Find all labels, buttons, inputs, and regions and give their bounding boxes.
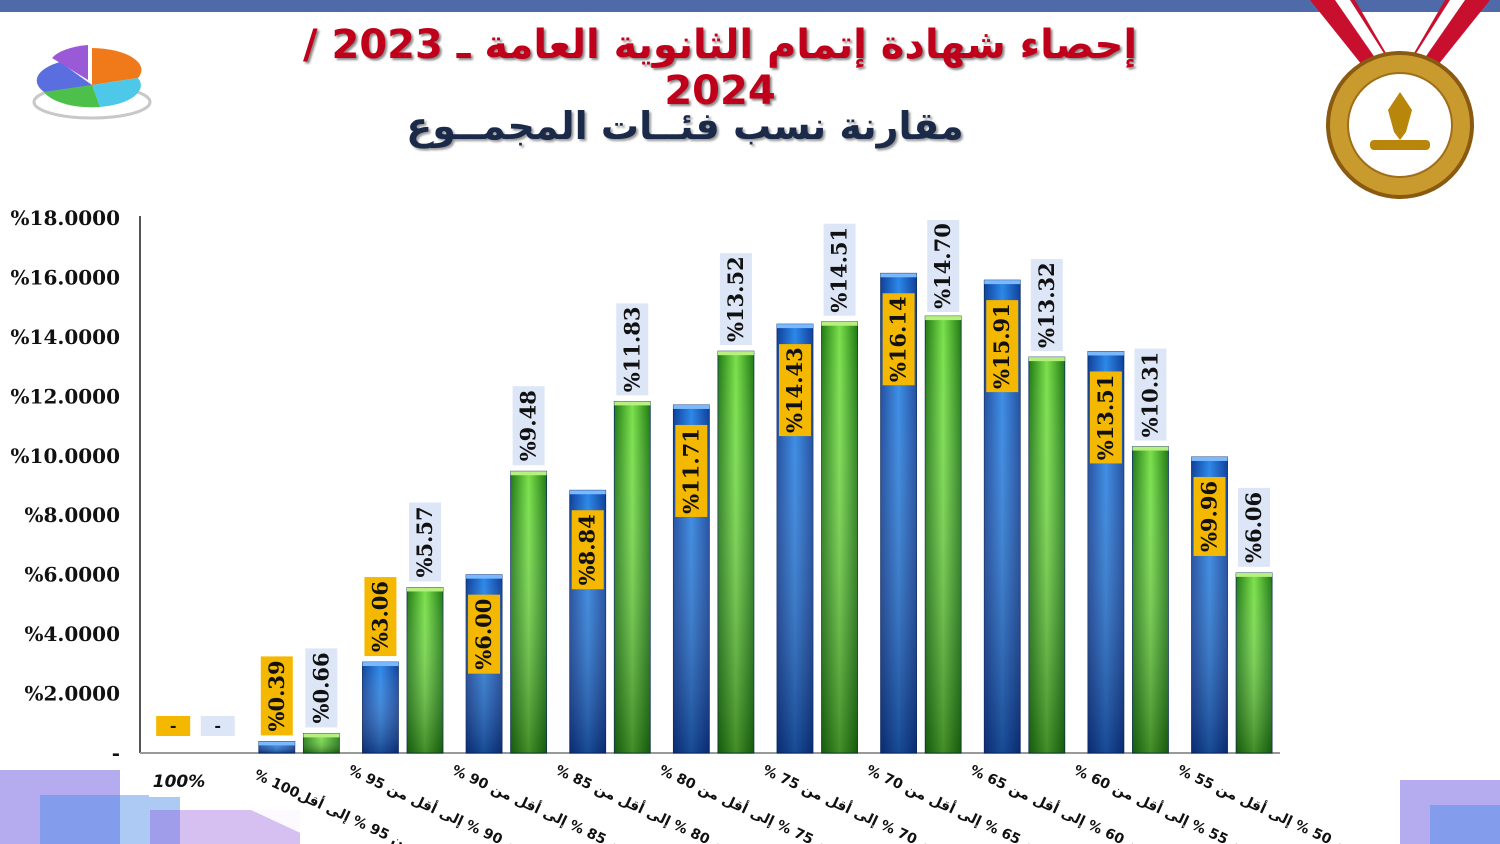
data-label-box bbox=[468, 594, 501, 674]
data-label-box bbox=[927, 220, 960, 312]
x-label-box bbox=[750, 757, 952, 844]
y-tick-label: %18.0000 bbox=[11, 206, 120, 230]
chart-subtitle: مقارنة نسب فئــات المجمــوع bbox=[406, 104, 964, 148]
bar-chart: %18.0000 %16.0000 %14.0000 %12.0000 %10.0000… bbox=[11, 206, 1367, 844]
y-tick-label: - bbox=[112, 741, 120, 765]
data-label: %13.51 bbox=[1093, 375, 1118, 461]
data-label-box bbox=[778, 344, 811, 437]
top-bar bbox=[0, 0, 1500, 12]
x-label-box bbox=[335, 757, 538, 844]
data-label-box bbox=[156, 716, 191, 736]
x-tick-label: 100% bbox=[153, 772, 206, 792]
decorative-background bbox=[0, 770, 300, 844]
bar-series-2 bbox=[1132, 446, 1169, 754]
data-label: - bbox=[170, 716, 177, 735]
data-label: %0.39 bbox=[264, 660, 289, 731]
decorative-background-right bbox=[1400, 780, 1500, 844]
data-label: %13.52 bbox=[723, 256, 748, 342]
y-tick-label: %16.0000 bbox=[11, 265, 120, 289]
data-label-box bbox=[675, 424, 708, 517]
data-label: %3.06 bbox=[367, 581, 392, 652]
bar-series-2 bbox=[613, 400, 651, 754]
data-label-box bbox=[1134, 348, 1167, 441]
data-label: %8.84 bbox=[575, 514, 600, 585]
x-label-box bbox=[853, 757, 1056, 844]
data-label-box bbox=[512, 386, 545, 466]
data-label: %5.57 bbox=[412, 506, 437, 577]
data-label: %6.06 bbox=[1241, 492, 1266, 563]
data-label-box bbox=[986, 300, 1019, 393]
bar-series-2 bbox=[924, 315, 962, 754]
ministry-seal-icon bbox=[1310, 0, 1490, 199]
x-label-box bbox=[149, 763, 209, 797]
y-tick-label: %10.0000 bbox=[11, 444, 120, 468]
data-label-box bbox=[1089, 371, 1122, 464]
x-label-box bbox=[1061, 757, 1263, 844]
page-title: إحصاء شهادة إتمام الثانوية العامة ـ 2023… bbox=[302, 22, 1138, 114]
x-label-box bbox=[439, 757, 641, 844]
data-label: %14.70 bbox=[930, 223, 955, 309]
bar-series-2 bbox=[821, 321, 858, 754]
bar-series-2 bbox=[717, 350, 755, 754]
data-label-box bbox=[823, 223, 856, 316]
data-label-box bbox=[409, 502, 441, 582]
data-label: - bbox=[214, 716, 221, 735]
y-tick-label: %6.0000 bbox=[24, 563, 120, 587]
bar-series-2 bbox=[302, 732, 340, 754]
bar-series-2 bbox=[406, 587, 444, 754]
data-label-box bbox=[1238, 487, 1271, 567]
data-label-box bbox=[200, 716, 235, 736]
y-tick-label: %12.0000 bbox=[11, 384, 120, 408]
data-label: %13.32 bbox=[1034, 262, 1059, 348]
bar-series-2 bbox=[510, 470, 548, 754]
x-label-box bbox=[231, 757, 434, 844]
data-label: %10.31 bbox=[1137, 352, 1162, 438]
data-label-box bbox=[364, 577, 397, 657]
data-label: %9.96 bbox=[1197, 481, 1222, 552]
y-tick-label: %2.0000 bbox=[24, 682, 120, 706]
data-label-box bbox=[1030, 259, 1063, 352]
data-label: %11.83 bbox=[619, 307, 644, 393]
data-label: %15.91 bbox=[989, 303, 1014, 389]
data-label: %14.43 bbox=[782, 347, 807, 433]
x-label-box bbox=[646, 757, 849, 844]
data-label-box bbox=[719, 253, 752, 346]
data-label: %0.66 bbox=[308, 652, 333, 723]
x-label-box bbox=[542, 757, 745, 844]
data-label: %14.51 bbox=[827, 227, 852, 313]
bar-series-2 bbox=[1235, 572, 1273, 754]
data-label: %6.00 bbox=[471, 599, 496, 670]
data-label: %9.48 bbox=[516, 390, 541, 461]
data-label: %16.14 bbox=[886, 296, 911, 382]
data-label-box bbox=[1193, 476, 1226, 556]
data-label-box bbox=[571, 510, 604, 590]
x-label-box bbox=[1164, 757, 1367, 844]
data-label-box bbox=[305, 648, 338, 728]
data-label-box bbox=[882, 293, 915, 386]
pie-chart-icon bbox=[32, 45, 152, 120]
bar-series-1 bbox=[258, 741, 296, 754]
data-label: %11.71 bbox=[678, 428, 703, 514]
x-label-box bbox=[957, 757, 1159, 844]
data-label-box bbox=[616, 303, 649, 396]
bar-series-2 bbox=[1028, 356, 1066, 754]
bar-series-1 bbox=[362, 661, 399, 754]
data-label-box bbox=[260, 656, 293, 736]
y-tick-label: %14.0000 bbox=[11, 325, 120, 349]
y-tick-label: %4.0000 bbox=[24, 622, 120, 646]
y-tick-label: %8.0000 bbox=[24, 503, 120, 527]
